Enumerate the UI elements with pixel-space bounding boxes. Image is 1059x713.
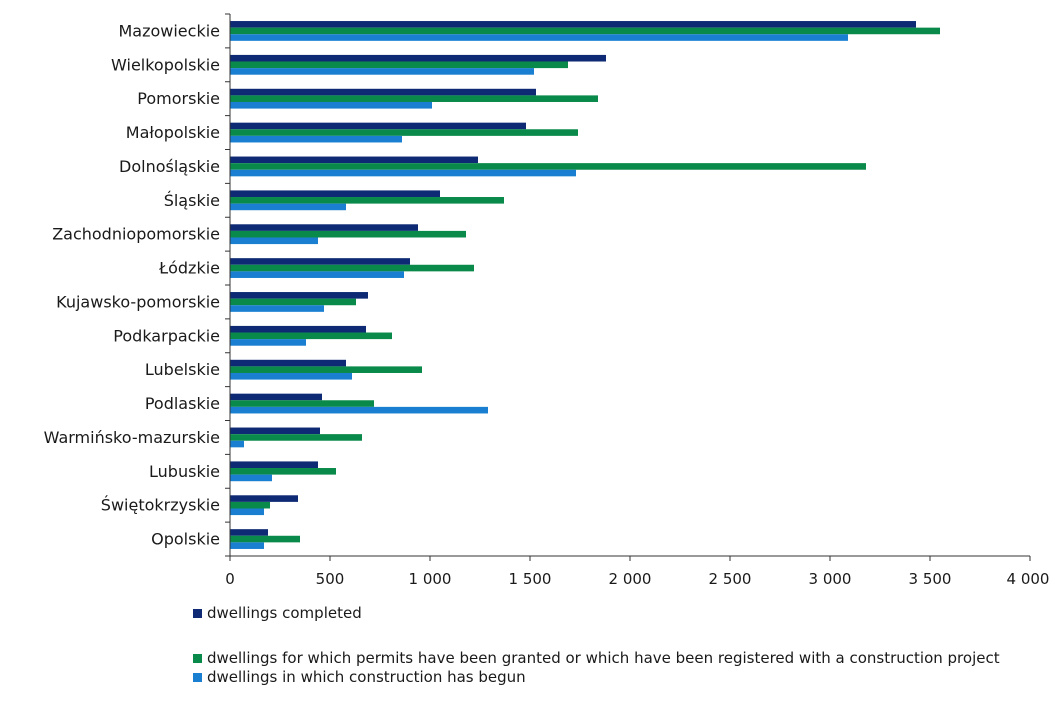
bar-warminsko-mazurskie-series-2 (230, 434, 362, 441)
bar-dolnoslaskie-series-3 (230, 169, 576, 177)
bar-podkarpackie-series-2 (230, 332, 392, 340)
bar-zachodniopomorskie-series-1 (230, 224, 418, 231)
bars-group (230, 21, 940, 549)
bar-pomorskie-series-2 (230, 95, 598, 102)
bar-dolnoslaskie-series-2 (230, 163, 866, 170)
category-labels: Mazowieckie Wielkopolskie Pomorskie Małopol… (44, 13, 230, 557)
bar-zachodniopomorskie-series-3 (230, 237, 318, 245)
legend-swatch-completed (193, 609, 202, 618)
x-ticks: 0 500 1 000 1 500 2 000 2 500 3 000 3 500 4 000 (225, 556, 1049, 588)
bar-lubelskie-series-1 (230, 359, 346, 367)
category-label-swietokrzyskie: Świętokrzyskie (101, 496, 220, 515)
bar-kujawsko-pomorskie-series-1 (230, 292, 368, 299)
bar-lubelskie-series-2 (230, 366, 422, 373)
category-label-wielkopolskie: Wielkopolskie (111, 55, 220, 74)
bar-opolskie-series-2 (230, 535, 300, 543)
bar-podlaskie-series-1 (230, 393, 322, 401)
bar-opolskie-series-1 (230, 529, 268, 536)
bar-lubelskie-series-3 (230, 372, 352, 380)
category-label-zachodniopomorskie: Zachodniopomorskie (52, 225, 220, 244)
x-tick-label: 1 000 (409, 570, 452, 588)
bar-lubuskie-series-1 (230, 461, 318, 469)
x-tick-label: 3 500 (909, 570, 952, 588)
x-tick-label: 4 000 (1007, 570, 1050, 588)
bar-podkarpackie-series-3 (230, 339, 306, 346)
legend-item-completed: dwellings completed (193, 604, 1053, 623)
bar-podkarpackie-series-1 (230, 325, 366, 333)
bar-zachodniopomorskie-series-2 (230, 230, 466, 238)
bar-mazowieckie-series-3 (230, 34, 848, 41)
x-tick-label: 2 500 (709, 570, 752, 588)
legend-item-begun: dwellings in which construction has begu… (193, 668, 1053, 687)
bar-pomorskie-series-1 (230, 88, 536, 96)
legend-label-begun: dwellings in which construction has begu… (207, 668, 526, 686)
bar-pomorskie-series-3 (230, 101, 432, 109)
bar-swietokrzyskie-series-2 (230, 501, 270, 509)
bar-chart: Mazowieckie Wielkopolskie Pomorskie Małopol… (44, 13, 1049, 588)
bar-lodzkie-series-2 (230, 264, 474, 272)
bar-slaskie-series-1 (230, 190, 440, 198)
bar-swietokrzyskie-series-3 (230, 508, 264, 516)
bar-podlaskie-series-3 (230, 406, 488, 414)
category-label-mazowieckie: Mazowieckie (118, 21, 220, 40)
category-label-warminsko-mazurskie: Warmińsko-mazurskie (44, 428, 220, 447)
bar-malopolskie-series-2 (230, 129, 578, 136)
bar-dolnoslaskie-series-1 (230, 156, 478, 164)
bar-lubuskie-series-2 (230, 468, 336, 475)
bar-lodzkie-series-3 (230, 271, 404, 278)
bar-opolskie-series-3 (230, 542, 264, 549)
bar-malopolskie-series-1 (230, 122, 526, 130)
category-label-lubuskie: Lubuskie (149, 462, 220, 481)
legend-label-completed: dwellings completed (207, 604, 362, 622)
bar-podlaskie-series-2 (230, 400, 374, 407)
legend-item-permits: dwellings for which permits have been gr… (193, 649, 1053, 668)
bar-lubuskie-series-3 (230, 474, 272, 482)
bar-wielkopolskie-series-3 (230, 68, 534, 75)
category-label-podkarpackie: Podkarpackie (113, 326, 220, 345)
category-label-dolnoslaskie: Dolnośląskie (119, 157, 220, 176)
category-label-podlaskie: Podlaskie (145, 394, 220, 413)
bar-wielkopolskie-series-2 (230, 61, 568, 69)
category-label-lodzkie: Łódzkie (158, 259, 220, 278)
x-tick-label: 3 000 (809, 570, 852, 588)
bar-swietokrzyskie-series-1 (230, 495, 298, 502)
bar-slaskie-series-2 (230, 197, 504, 204)
legend-label-permits: dwellings for which permits have been gr… (207, 649, 1000, 667)
legend-swatch-permits (193, 654, 202, 663)
x-tick-label: 0 (225, 570, 235, 588)
bar-warminsko-mazurskie-series-1 (230, 427, 320, 435)
x-tick-label: 1 500 (509, 570, 552, 588)
bar-wielkopolskie-series-1 (230, 54, 606, 62)
category-label-opolskie: Opolskie (151, 530, 220, 549)
category-label-pomorskie: Pomorskie (137, 89, 220, 108)
legend-swatch-begun (193, 673, 202, 682)
category-label-kujawsko-pomorskie: Kujawsko-pomorskie (56, 292, 220, 311)
bar-mazowieckie-series-1 (230, 21, 916, 28)
x-tick-label: 500 (316, 570, 345, 588)
category-label-slaskie: Śląskie (164, 191, 220, 210)
bar-malopolskie-series-3 (230, 135, 402, 143)
bar-slaskie-series-3 (230, 203, 346, 211)
bar-kujawsko-pomorskie-series-2 (230, 298, 356, 306)
bar-mazowieckie-series-2 (230, 27, 940, 35)
bar-warminsko-mazurskie-series-3 (230, 440, 244, 448)
bar-lodzkie-series-1 (230, 258, 410, 265)
category-label-lubelskie: Lubelskie (145, 360, 220, 379)
category-label-malopolskie: Małopolskie (126, 123, 220, 142)
legend: dwellings completed dwellings for which … (193, 604, 1053, 687)
x-tick-label: 2 000 (609, 570, 652, 588)
bar-kujawsko-pomorskie-series-3 (230, 305, 324, 312)
